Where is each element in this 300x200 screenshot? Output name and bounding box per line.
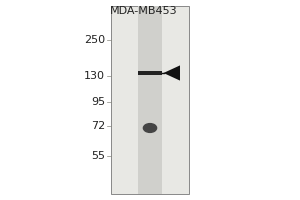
Bar [138, 71, 162, 75]
Polygon shape [164, 65, 180, 81]
Text: MDA-MB453: MDA-MB453 [110, 6, 178, 16]
Text: 55: 55 [91, 151, 105, 161]
Bar [138, 6, 162, 194]
Circle shape [143, 124, 157, 132]
Text: 130: 130 [84, 71, 105, 81]
Bar [111, 6, 189, 194]
Text: 72: 72 [91, 121, 105, 131]
Text: 250: 250 [84, 35, 105, 45]
Text: 95: 95 [91, 97, 105, 107]
